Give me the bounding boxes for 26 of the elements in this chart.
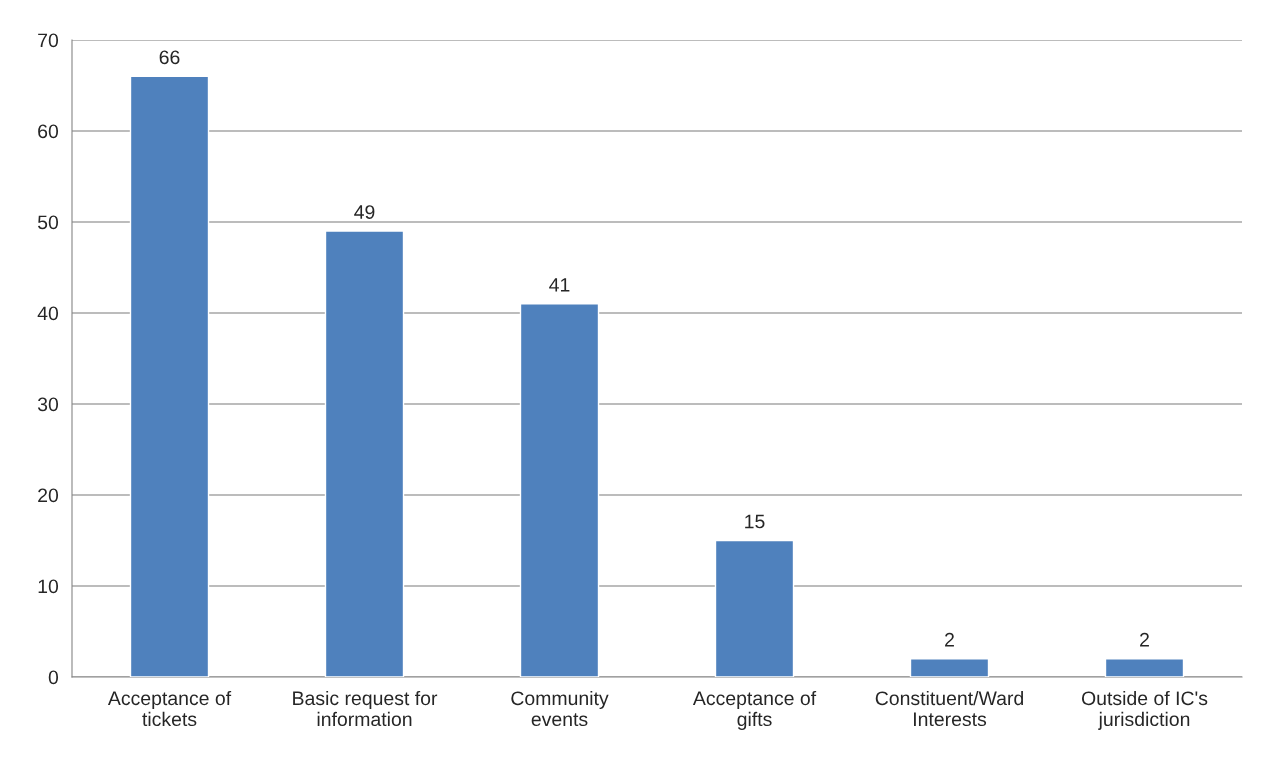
bar [324,230,405,677]
bar [129,75,210,677]
data-label: 2 [1140,632,1149,647]
x-tick-label: Community events [511,690,609,727]
y-tick-label: 40 [37,306,59,321]
bar [1104,658,1185,677]
y-tick-label: 20 [38,488,59,503]
x-tick-label: Outside of IC's jurisdiction [1081,690,1208,730]
bar [519,303,600,677]
y-tick-label: 70 [38,33,59,48]
x-tick-label: Constituent/Ward Interests [875,690,1023,727]
y-tick-label: 0 [48,670,59,685]
y-tick-label: 60 [38,124,59,139]
data-label: 15 [745,514,765,529]
data-label: 66 [159,50,180,65]
data-label: 2 [945,632,954,647]
bar [909,658,990,677]
data-label: 49 [354,205,375,219]
y-tick-label: 10 [38,579,59,594]
x-tick-label: Acceptance of tickets [107,690,232,727]
x-tick-label: Acceptance of gifts [692,690,817,730]
y-tick-label: 30 [37,397,59,412]
y-tick-label: 50 [37,215,59,230]
data-label: 41 [549,278,570,292]
x-tick-label: Basic request for information [293,690,438,727]
bar [714,539,795,677]
